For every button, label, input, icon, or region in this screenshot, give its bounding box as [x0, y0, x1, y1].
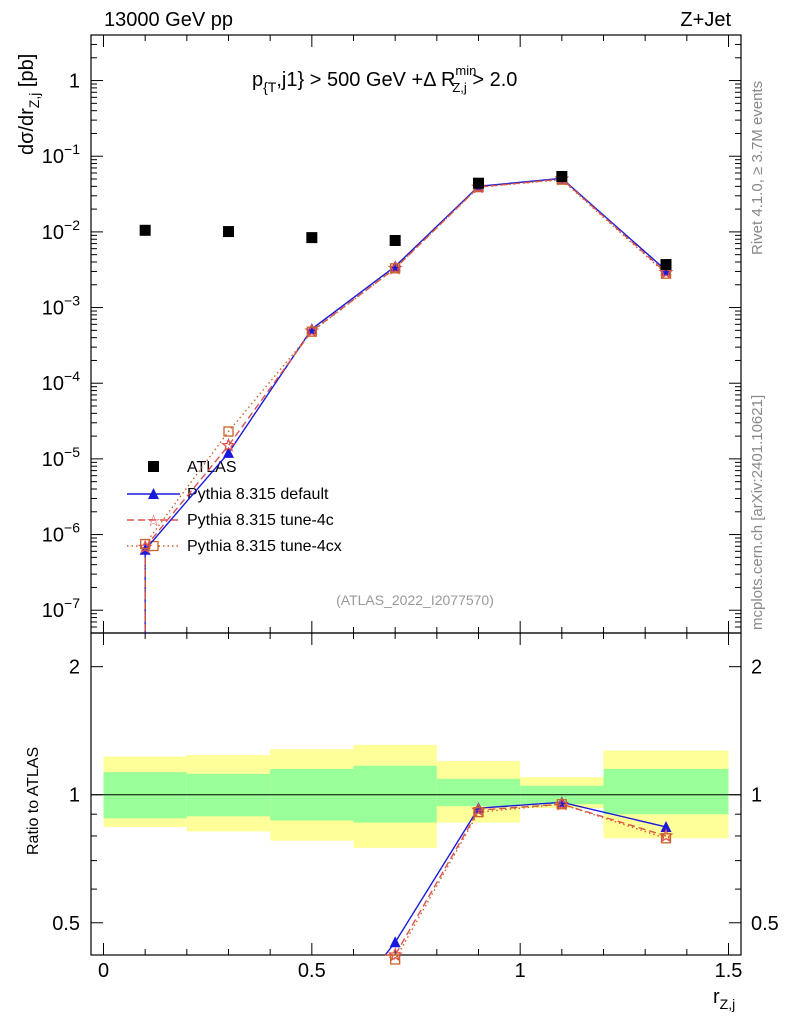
x-axis-label-sub: Z,j [720, 996, 736, 1012]
y-tick-label-exp: −5 [64, 444, 80, 460]
data-point-atlas [389, 234, 401, 246]
y-tick-label-ratio: 1 [69, 785, 80, 807]
header-right: Z+Jet [680, 9, 731, 31]
y-tick-label-exp: −3 [64, 293, 80, 309]
y-tick-label-ratio-right: 0.5 [751, 913, 779, 935]
ratio-band-inner [603, 768, 729, 815]
ratio-band-inner [103, 772, 187, 819]
y-axis-label-main-sub: Z,j [26, 93, 42, 109]
series-line-ratio [384, 803, 667, 961]
y-tick-label-base: 10 [42, 222, 64, 244]
y-tick-label-main: 10−5 [42, 444, 80, 471]
y-tick-label-exp: −7 [64, 595, 80, 611]
x-tick-label: 1 [515, 960, 526, 982]
legend-label-atlas: ATLAS [187, 459, 237, 476]
x-tick-label: 0.5 [298, 960, 326, 982]
y-tick-label-base: 10 [42, 146, 64, 168]
x-tick-label: 0 [98, 960, 109, 982]
y-tick-label-base: 10 [42, 373, 64, 395]
data-point-mc [223, 446, 234, 458]
legend: ATLAS Pythia 8.315 default ☆ Pythia 8.31… [127, 459, 342, 555]
mcplots-label: mcplots.cern.ch [arXiv:2401.10621] [749, 395, 766, 630]
cut-label-sup: min [455, 63, 476, 78]
legend-label-tune4cx: Pythia 8.315 tune-4cx [187, 538, 342, 555]
header-left: 13000 GeV pp [104, 9, 233, 31]
data-point-atlas [139, 224, 151, 236]
ratio-panel [90, 632, 742, 956]
y-tick-label-base: 10 [42, 600, 64, 622]
legend-marker-atlas [148, 461, 159, 472]
y-axis-label-ratio: Ratio to ATLAS [25, 747, 42, 855]
data-point-mc [221, 437, 236, 452]
y-tick-label-main: 10−3 [42, 293, 80, 320]
ratio-plot-area [103, 744, 729, 848]
y-tick-label-exp: −4 [64, 368, 80, 384]
cut-label-mid: ,j1} > 500 GeV +Δ R [276, 69, 455, 91]
data-point-mc [223, 426, 234, 437]
ratio-frame [90, 632, 742, 956]
x-tick-label: 1.5 [715, 960, 743, 982]
ratio-point-mc [556, 799, 567, 810]
y-tick-label-base: 1 [69, 71, 80, 93]
y-tick-label-ratio: 0.5 [52, 913, 80, 935]
data-point-mc [390, 263, 401, 274]
y-tick-label-exp: −6 [64, 520, 80, 536]
y-tick-label-base: 10 [42, 449, 64, 471]
data-point-atlas [660, 259, 672, 271]
cut-label-p: p [252, 69, 263, 91]
ratio-point-mc [660, 820, 672, 832]
y-tick-label-exp: −1 [64, 141, 80, 157]
data-point-atlas [473, 177, 484, 189]
y-tick-label-ratio: 2 [69, 657, 80, 679]
ratio-band-inner [436, 778, 521, 807]
cut-label-sub2: Z,j [452, 80, 467, 95]
legend-label-default: Pythia 8.315 default [187, 486, 329, 503]
x-axis-label: rZ,j [713, 986, 735, 1012]
y-tick-label-base: 10 [42, 298, 64, 320]
data-point-mc [140, 538, 151, 550]
ratio-point-mc [473, 807, 484, 818]
y-tick-label-main: 10−6 [42, 520, 80, 547]
y-tick-label-main: 1 [69, 71, 80, 93]
cut-label: p{T,j1} > 500 GeV +Δ Rmin Z,j > 2.0 [252, 63, 517, 95]
ratio-point-mc [660, 833, 672, 844]
data-point-atlas [556, 170, 568, 182]
y-tick-label-ratio-right: 1 [751, 785, 762, 807]
legend-marker-tune4c: ☆ [146, 511, 160, 530]
ratio-point-mc [389, 936, 401, 948]
x-axis-label-text: r [713, 986, 720, 1008]
data-point-atlas [306, 232, 318, 244]
y-tick-label-main: 10−2 [42, 217, 80, 244]
y-tick-label-ratio-right: 2 [751, 657, 762, 679]
y-tick-label-main: 10−4 [42, 368, 80, 395]
ratio-point-mc [390, 954, 401, 965]
y-tick-label-base: 10 [42, 525, 64, 547]
chart-marks: 0 0.5 1 1.510−710−610−510−410−310−210−110.5… [42, 34, 779, 982]
y-axis-label-main-unit: [pb] [16, 54, 38, 93]
ratio-band-inner [353, 765, 437, 823]
y-tick-label-main: 10−7 [42, 595, 80, 622]
legend-marker-default [148, 488, 159, 499]
y-tick-label-exp: −2 [64, 217, 80, 233]
data-point-atlas [223, 226, 234, 238]
analysis-id: (ATLAS_2022_I2077570) [336, 592, 494, 608]
cut-label-tail: > 2.0 [467, 69, 518, 91]
y-axis-label-main: dσ/drZ,j [pb] [16, 54, 42, 155]
data-point-mc [306, 326, 317, 337]
y-axis-label-main-text: dσ/dr [16, 108, 38, 155]
legend-label-tune4c: Pythia 8.315 tune-4c [187, 512, 334, 529]
rivet-label: Rivet 4.1.0, ≥ 3.7M events [749, 81, 766, 255]
y-tick-label-main: 10−1 [42, 141, 80, 168]
cut-label-sub: {T [263, 79, 277, 95]
